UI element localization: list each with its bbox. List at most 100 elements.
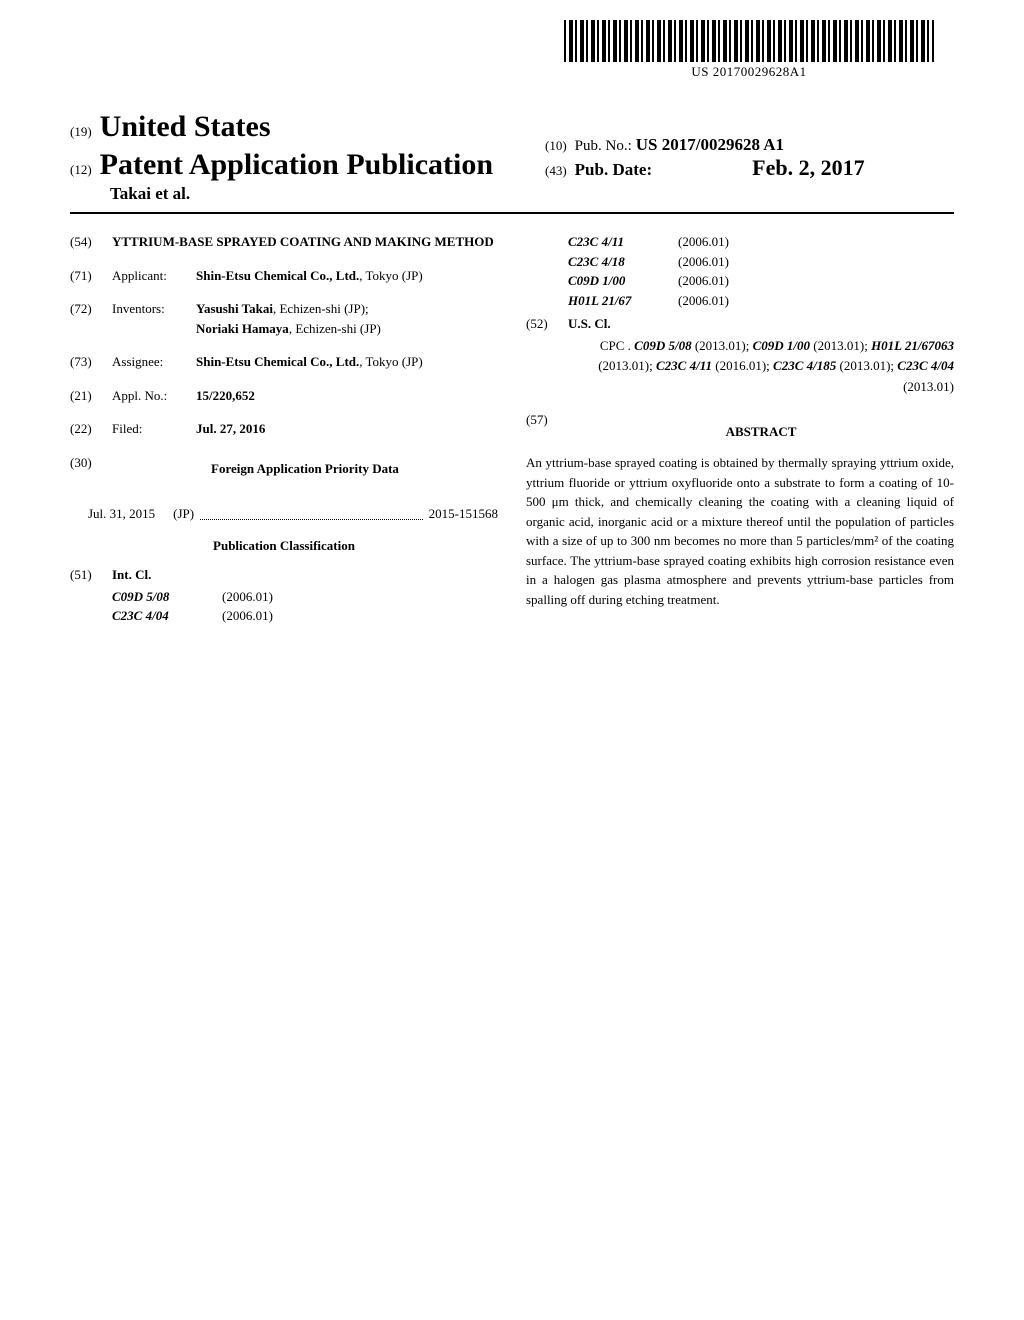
field-72: (72) Inventors: Yasushi Takai, Echizen-s… [70, 299, 498, 338]
priority-date: Jul. 31, 2015 [88, 504, 155, 524]
inventor1-name: Yasushi Takai [196, 301, 273, 316]
code-19: (19) [70, 124, 92, 140]
intcl-year-l1: (2006.01) [222, 606, 322, 626]
code-73: (73) [70, 352, 112, 372]
cpc-1: C09D 1/00 [753, 338, 810, 353]
intcl-right-2: C09D 1/00 (2006.01) [568, 271, 954, 291]
field-30: (30) Foreign Application Priority Data [70, 453, 498, 491]
intcl-right-3: H01L 21/67 (2006.01) [568, 291, 954, 311]
code-12: (12) [70, 162, 92, 178]
filed-date: Jul. 27, 2016 [196, 421, 265, 436]
left-column: (54) YTTRIUM-BASE SPRAYED COATING AND MA… [70, 232, 498, 626]
field-51: (51) Int. Cl. [70, 565, 498, 585]
author-line: Takai et al. [110, 184, 954, 204]
intcl-year-r2: (2006.01) [678, 271, 778, 291]
field-57: (57) ABSTRACT [526, 410, 954, 450]
foreign-priority-header: Foreign Application Priority Data [112, 459, 498, 479]
applicant-value: Shin-Etsu Chemical Co., Ltd., Tokyo (JP) [196, 266, 498, 286]
cpc-0: C09D 5/08 [634, 338, 691, 353]
two-column-body: (54) YTTRIUM-BASE SPRAYED COATING AND MA… [70, 232, 954, 626]
intcl-year-r0: (2006.01) [678, 232, 778, 252]
right-header: (10) Pub. No.: US 2017/0029628 A1 (43) P… [545, 135, 865, 181]
field-71: (71) Applicant: Shin-Etsu Chemical Co., … [70, 266, 498, 286]
intcl-code-r1: C23C 4/18 [568, 252, 678, 272]
assignee-loc: , Tokyo (JP) [359, 354, 423, 369]
pub-date-label: Pub. Date: [575, 160, 652, 180]
intcl-year-r1: (2006.01) [678, 252, 778, 272]
cpc-0-suf: (2013.01); [692, 338, 753, 353]
pub-no-row: (10) Pub. No.: US 2017/0029628 A1 [545, 135, 865, 155]
cpc-prefix: CPC . [600, 338, 631, 353]
publication-type: Patent Application Publication [100, 148, 493, 182]
intcl-code-r0: C23C 4/11 [568, 232, 678, 252]
abstract-header: ABSTRACT [568, 422, 954, 442]
label-assignee: Assignee: [112, 352, 196, 372]
intcl-code-l0: C09D 5/08 [112, 587, 222, 607]
applicant-loc: , Tokyo (JP) [359, 268, 423, 283]
dot-leader [200, 500, 423, 520]
barcode-text: US 20170029628A1 [564, 64, 934, 80]
cpc-3-suf: (2016.01); [712, 358, 773, 373]
abstract-text: An yttrium-base sprayed coating is obtai… [526, 453, 954, 609]
intcl-code-r2: C09D 1/00 [568, 271, 678, 291]
priority-data-row: Jul. 31, 2015 (JP) 2015-151568 [88, 504, 498, 524]
pub-date-value: Feb. 2, 2017 [752, 155, 864, 181]
cpc-2-suf: (2013.01); [598, 358, 656, 373]
applicant-name: Shin-Etsu Chemical Co., Ltd. [196, 268, 359, 283]
label-appl-no: Appl. No.: [112, 386, 196, 406]
field-52: (52) U.S. Cl. [526, 314, 954, 334]
pub-date-row: (43) Pub. Date: Feb. 2, 2017 [545, 155, 865, 181]
intcl-year-l0: (2006.01) [222, 587, 322, 607]
field-22: (22) Filed: Jul. 27, 2016 [70, 419, 498, 439]
intcl-right-1: C23C 4/18 (2006.01) [568, 252, 954, 272]
cpc-3: C23C 4/11 [656, 358, 712, 373]
inventor2-loc: , Echizen-shi (JP) [289, 321, 381, 336]
intcl-code-l1: C23C 4/04 [112, 606, 222, 626]
intcl-left-0: C09D 5/08 (2006.01) [112, 587, 498, 607]
int-cl-text: Int. Cl. [112, 567, 151, 582]
field-73: (73) Assignee: Shin-Etsu Chemical Co., L… [70, 352, 498, 372]
field-21: (21) Appl. No.: 15/220,652 [70, 386, 498, 406]
priority-number: 2015-151568 [429, 504, 498, 524]
intcl-right-0: C23C 4/11 (2006.01) [568, 232, 954, 252]
inventor1-loc: , Echizen-shi (JP); [273, 301, 369, 316]
inventor2-name: Noriaki Hamaya [196, 321, 289, 336]
pub-classification-header: Publication Classification [70, 536, 498, 556]
priority-country: (JP) [173, 504, 194, 524]
cpc-4-suf: (2013.01); [836, 358, 897, 373]
code-51: (51) [70, 565, 112, 585]
assignee-name: Shin-Etsu Chemical Co., Ltd. [196, 354, 359, 369]
cpc-5: C23C 4/04 [897, 358, 954, 373]
code-22: (22) [70, 419, 112, 439]
code-30: (30) [70, 453, 112, 491]
intcl-left-1: C23C 4/04 (2006.01) [112, 606, 498, 626]
us-cl-label: U.S. Cl. [568, 314, 954, 334]
assignee-value: Shin-Etsu Chemical Co., Ltd., Tokyo (JP) [196, 352, 498, 372]
code-21: (21) [70, 386, 112, 406]
filed-value: Jul. 27, 2016 [196, 419, 498, 439]
cpc-block: CPC . C09D 5/08 (2013.01); C09D 1/00 (20… [568, 336, 954, 398]
barcode-graphic [564, 20, 934, 62]
code-57: (57) [526, 410, 568, 450]
invention-title: YTTRIUM-BASE SPRAYED COATING AND MAKING … [112, 232, 498, 252]
code-71: (71) [70, 266, 112, 286]
pub-no-label: Pub. No.: [575, 138, 632, 155]
cpc-2: H01L 21/67063 [871, 338, 954, 353]
code-54: (54) [70, 232, 112, 252]
pub-no-value: US 2017/0029628 A1 [636, 135, 784, 155]
right-column: C23C 4/11 (2006.01) C23C 4/18 (2006.01) … [526, 232, 954, 626]
label-inventors: Inventors: [112, 299, 196, 338]
divider-line [70, 212, 954, 214]
appl-no: 15/220,652 [196, 388, 255, 403]
country-name: United States [100, 110, 271, 144]
int-cl-label: Int. Cl. [112, 565, 498, 585]
appl-no-value: 15/220,652 [196, 386, 498, 406]
cpc-4: C23C 4/185 [773, 358, 836, 373]
cpc-1-suf: (2013.01); [810, 338, 871, 353]
intcl-code-r3: H01L 21/67 [568, 291, 678, 311]
label-applicant: Applicant: [112, 266, 196, 286]
label-filed: Filed: [112, 419, 196, 439]
code-52: (52) [526, 314, 568, 334]
field-54: (54) YTTRIUM-BASE SPRAYED COATING AND MA… [70, 232, 498, 252]
intcl-year-r3: (2006.01) [678, 291, 778, 311]
